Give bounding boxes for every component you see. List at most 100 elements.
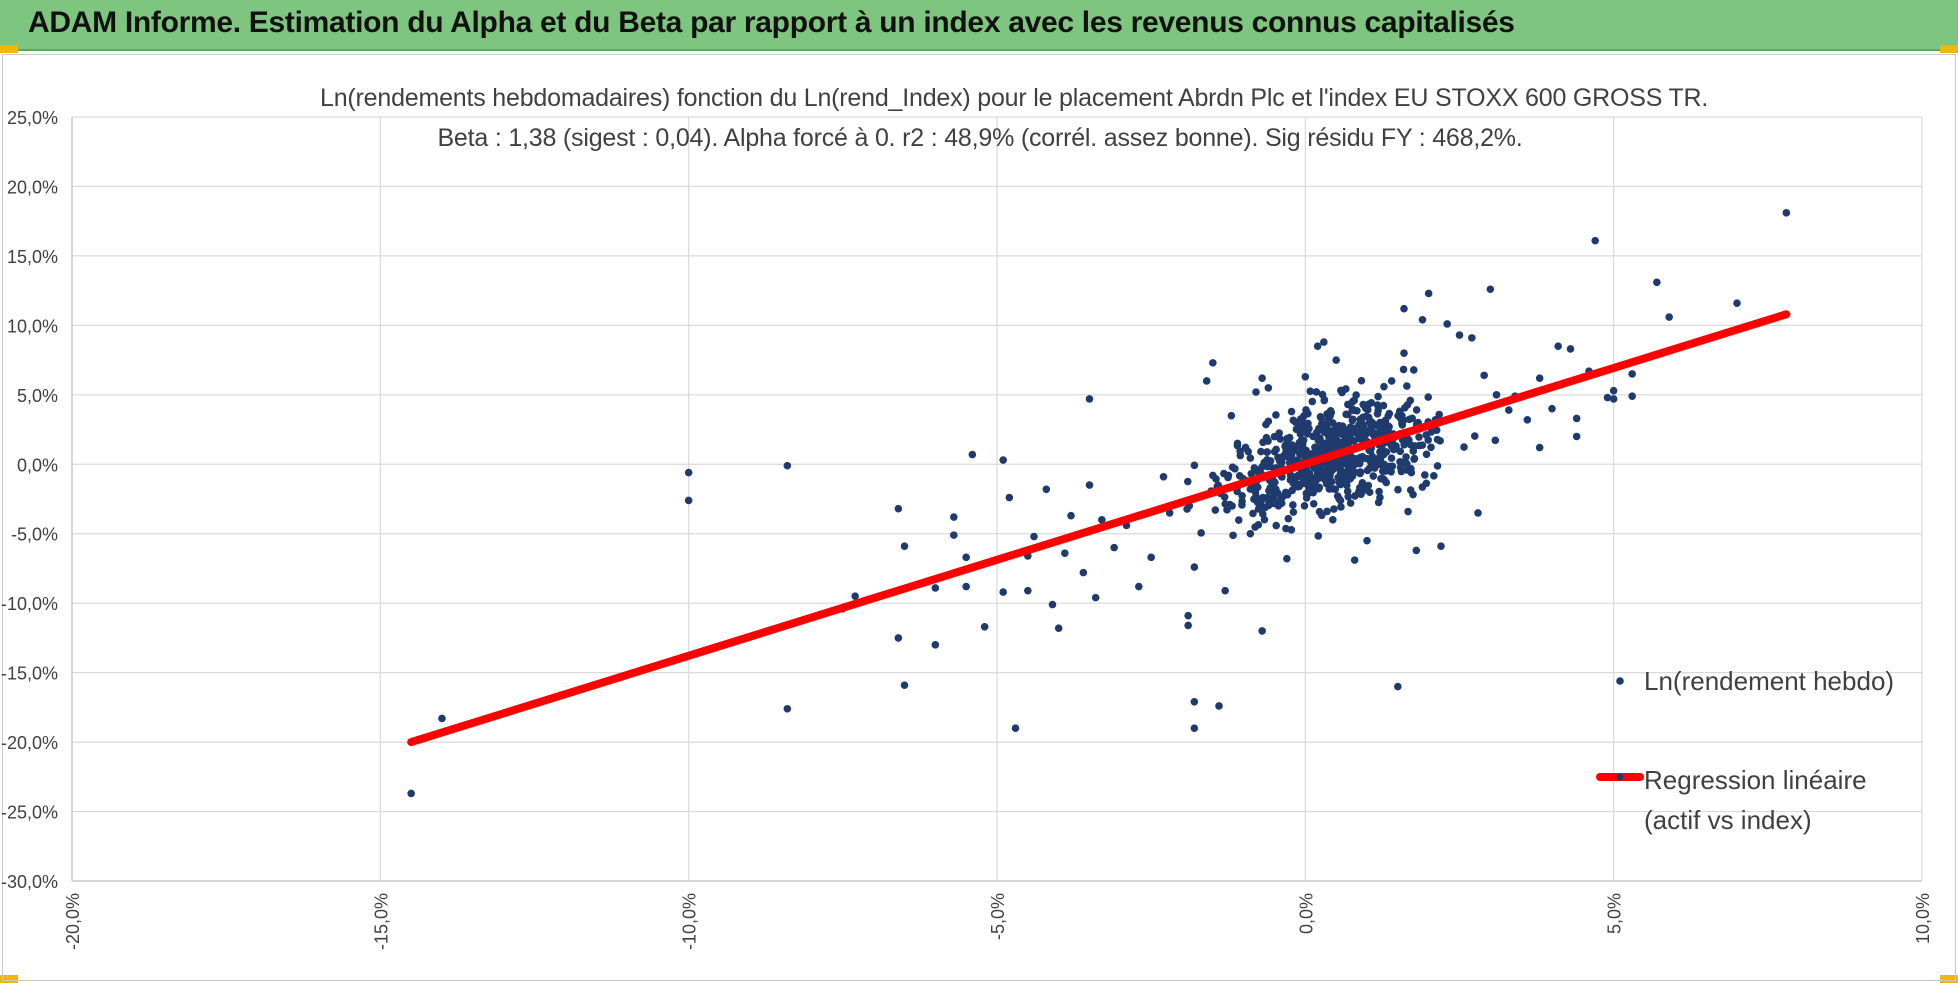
data-point	[1238, 501, 1246, 509]
data-point	[1308, 449, 1316, 458]
data-point	[1098, 516, 1106, 524]
corner-marker	[1940, 45, 1958, 53]
data-point	[1460, 443, 1468, 451]
data-point	[1299, 444, 1308, 453]
data-point	[1404, 507, 1412, 516]
y-tick-label: 20,0%	[7, 177, 58, 197]
data-point	[1347, 435, 1356, 444]
data-point	[1554, 342, 1562, 351]
data-point	[1352, 391, 1360, 399]
data-point	[1403, 401, 1412, 409]
data-point	[1427, 428, 1436, 436]
data-point	[1374, 392, 1382, 401]
data-point	[1346, 499, 1355, 507]
data-point	[1288, 486, 1296, 495]
data-point	[1405, 436, 1413, 444]
data-point	[1375, 456, 1384, 465]
data-point	[1252, 388, 1260, 396]
data-point	[1320, 395, 1329, 404]
data-point	[438, 714, 446, 723]
data-point	[1424, 436, 1432, 444]
data-point	[1183, 477, 1192, 486]
data-point	[1338, 474, 1347, 483]
data-point	[1348, 416, 1357, 425]
data-point	[1147, 553, 1155, 562]
data-point	[1209, 359, 1217, 367]
data-point	[1359, 427, 1367, 435]
data-point	[1535, 443, 1544, 452]
data-point	[1609, 395, 1618, 403]
data-point	[1399, 365, 1408, 374]
data-point	[1281, 488, 1290, 497]
chart-title: Ln(rendements hebdomadaires) fonction du…	[320, 84, 1709, 112]
data-point	[1572, 414, 1581, 423]
data-point	[407, 789, 415, 798]
scatter-points	[407, 209, 1791, 798]
data-point	[1315, 424, 1323, 433]
data-point	[1190, 698, 1199, 706]
data-point	[1258, 374, 1266, 382]
data-point	[1260, 458, 1268, 467]
data-point	[1422, 479, 1431, 488]
x-tick-label: 5,0%	[1605, 893, 1625, 934]
data-point	[1220, 469, 1228, 478]
data-point	[1244, 447, 1252, 456]
data-point	[1338, 460, 1346, 469]
data-point	[1299, 475, 1308, 484]
data-point	[1342, 385, 1350, 393]
x-tick-label: 0,0%	[1296, 893, 1316, 934]
data-point	[1326, 477, 1334, 486]
x-tick-label: 10,0%	[1913, 893, 1933, 944]
data-point	[1344, 410, 1352, 419]
data-point	[950, 513, 958, 521]
data-point	[1418, 316, 1427, 324]
data-point	[1394, 485, 1402, 494]
chart-frame	[2, 54, 1956, 981]
data-point	[1474, 509, 1482, 517]
data-point	[1331, 485, 1340, 493]
data-point	[1314, 436, 1323, 445]
data-point	[1572, 432, 1581, 441]
data-point	[1322, 423, 1331, 432]
data-point	[1329, 515, 1337, 524]
data-point	[1184, 611, 1192, 620]
data-point	[1042, 485, 1051, 494]
data-point	[1300, 502, 1309, 510]
data-point	[1424, 393, 1433, 401]
data-point	[1307, 483, 1316, 492]
data-point	[1480, 371, 1488, 380]
data-point	[1385, 409, 1394, 418]
x-tick-label: -20,0%	[63, 893, 83, 950]
data-point	[1377, 421, 1385, 430]
data-point	[1343, 487, 1352, 496]
regression-line-path	[407, 310, 1791, 747]
data-point	[962, 582, 970, 591]
data-point	[1303, 423, 1312, 431]
data-point	[1184, 621, 1192, 630]
data-point	[1229, 531, 1237, 540]
data-point	[1215, 702, 1223, 710]
data-point	[1284, 514, 1293, 523]
data-point	[1330, 429, 1339, 438]
data-point	[1262, 420, 1270, 429]
grid-lines	[71, 116, 1923, 882]
data-point	[1268, 478, 1277, 487]
data-point	[1427, 443, 1435, 452]
data-point	[1249, 509, 1257, 518]
data-point	[1366, 427, 1374, 435]
data-point	[1349, 468, 1357, 476]
data-point	[1433, 462, 1442, 470]
data-point	[968, 450, 977, 459]
data-point	[1275, 429, 1284, 437]
data-point	[1324, 460, 1333, 469]
data-point	[1403, 382, 1411, 390]
data-point	[1379, 475, 1387, 483]
data-point	[1356, 469, 1364, 478]
data-point	[1436, 437, 1444, 445]
data-point	[1628, 392, 1636, 401]
data-point	[1254, 520, 1263, 529]
data-point	[1405, 415, 1414, 424]
y-tick-label: 15,0%	[7, 247, 58, 267]
data-point	[1403, 466, 1411, 474]
data-point	[1265, 486, 1273, 495]
